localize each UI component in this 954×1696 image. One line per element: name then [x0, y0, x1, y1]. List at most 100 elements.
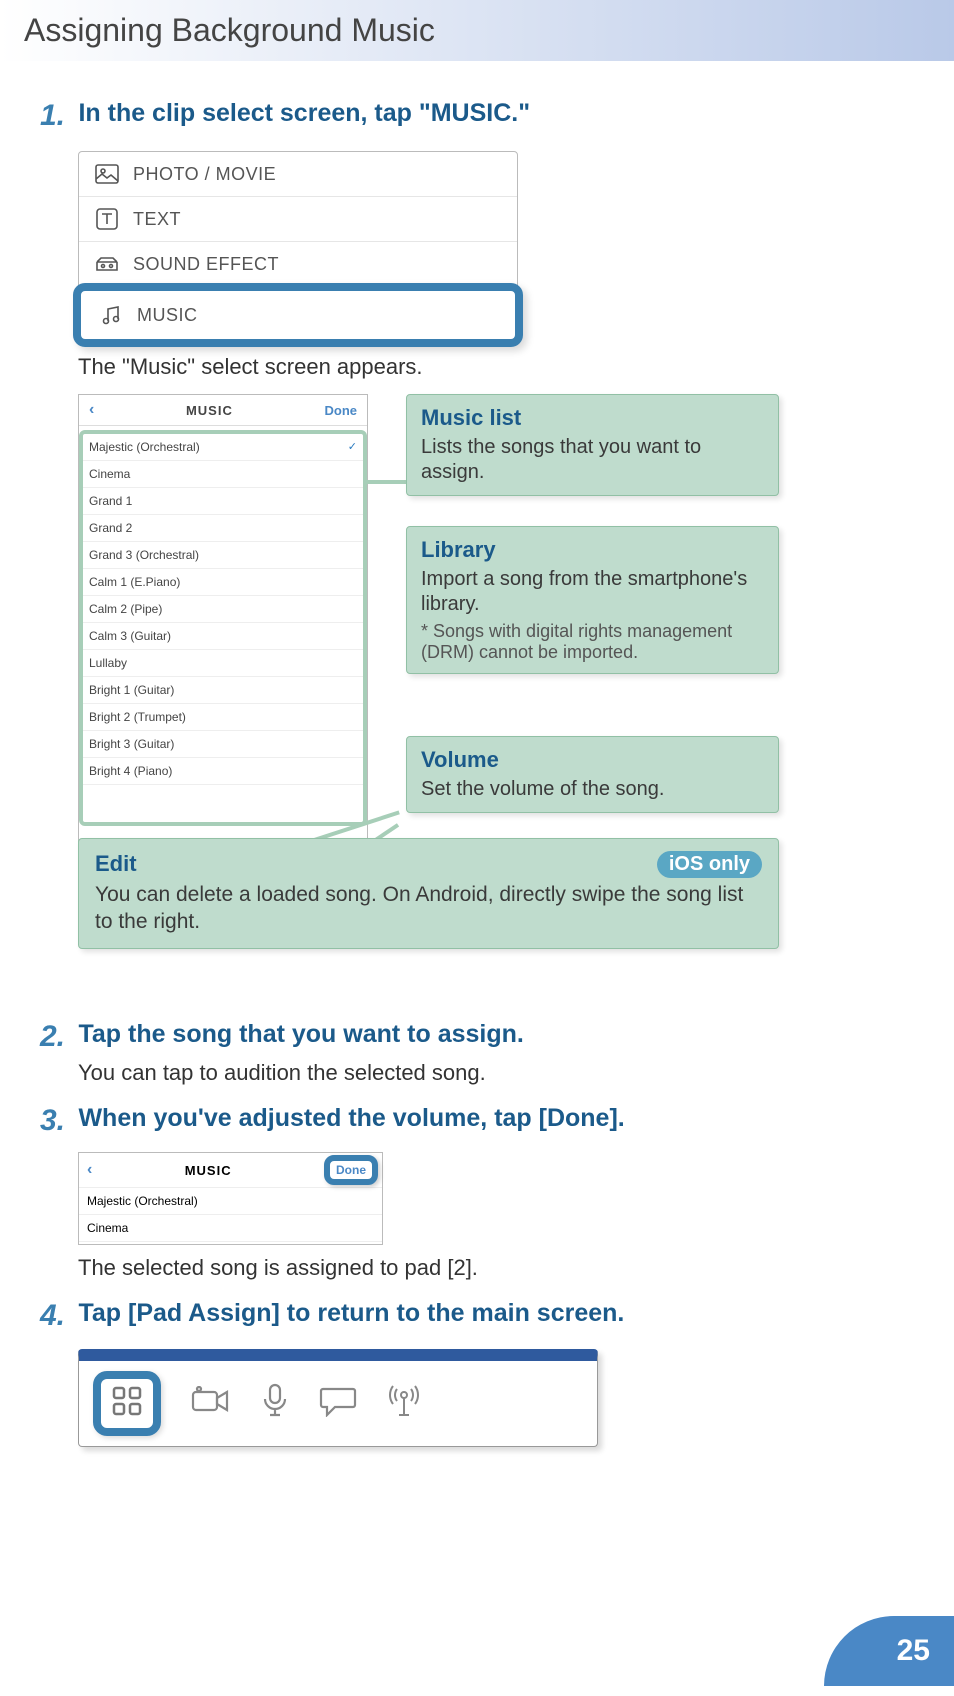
broadcast-icon	[387, 1383, 421, 1419]
done-button-highlight[interactable]: Done	[324, 1155, 378, 1185]
done-button[interactable]: Done	[325, 403, 358, 418]
clip-row-label: MUSIC	[137, 305, 198, 326]
clip-row-label: TEXT	[133, 209, 181, 230]
clip-select-panel: PHOTO / MOVIE TEXT SOUND EFFECT	[78, 151, 518, 340]
clip-row-text[interactable]: TEXT	[79, 197, 517, 242]
step-2-title: Tap the song that you want to assign.	[78, 1020, 523, 1048]
song-label: Majestic (Orchestral)	[87, 1194, 198, 1208]
mic-icon	[261, 1383, 289, 1419]
step-4-num: 4.	[40, 1299, 74, 1333]
list-item[interactable]: Calm 3 (Guitar)	[83, 623, 363, 650]
list-item[interactable]: Grand 2	[83, 515, 363, 542]
list-item[interactable]: Majestic (Orchestral)	[79, 1188, 382, 1215]
step-2: 2. Tap the song that you want to assign.…	[40, 1020, 914, 1086]
list-item[interactable]: Grand 3 (Orchestral)	[83, 542, 363, 569]
list-item[interactable]: Majestic (Orchestral) ✓	[83, 434, 363, 461]
clip-row-music[interactable]: MUSIC	[83, 293, 513, 337]
step-4-title: Tap [Pad Assign] to return to the main s…	[78, 1299, 624, 1327]
mic-button[interactable]	[261, 1383, 289, 1424]
song-label: Lullaby	[89, 656, 127, 670]
callout-volume: Volume Set the volume of the song.	[406, 736, 779, 813]
song-label: Grand 3 (Orchestral)	[89, 548, 199, 562]
toolbar-wrap	[78, 1349, 598, 1447]
callout-desc: You can delete a loaded song. On Android…	[95, 881, 762, 936]
step-1: 1. In the clip select screen, tap "MUSIC…	[40, 99, 914, 1014]
clip-row-label: SOUND EFFECT	[133, 254, 279, 275]
song-label: Grand 2	[89, 521, 132, 535]
broadcast-button[interactable]	[387, 1383, 421, 1424]
done-shot-title: MUSIC	[185, 1163, 232, 1178]
camera-icon	[191, 1386, 231, 1416]
music-shot-header: ‹ MUSIC Done	[79, 395, 367, 426]
check-icon: ✓	[348, 440, 357, 453]
music-shot-title: MUSIC	[186, 403, 233, 418]
song-label: Bright 2 (Trumpet)	[89, 710, 186, 724]
grid-icon	[111, 1385, 143, 1417]
callout-library: Library Import a song from the smartphon…	[406, 526, 779, 674]
leader-line	[364, 480, 408, 484]
chat-button[interactable]	[319, 1385, 357, 1422]
music-highlight: MUSIC	[73, 283, 523, 347]
sfx-icon	[93, 250, 121, 278]
list-item[interactable]: Bright 1 (Guitar)	[83, 677, 363, 704]
callout-desc: Set the volume of the song.	[421, 777, 764, 802]
header-bar: Assigning Background Music	[0, 0, 954, 61]
page-number: 25	[897, 1634, 930, 1668]
callout-desc: Lists the songs that you want to assign.	[421, 435, 764, 485]
step-1-title: In the clip select screen, tap "MUSIC."	[78, 99, 530, 127]
song-label: Cinema	[89, 467, 130, 481]
photo-icon	[93, 160, 121, 188]
music-area: ‹ MUSIC Done Majestic (Orchestral) ✓ Cine…	[78, 394, 914, 1014]
content: 1. In the clip select screen, tap "MUSIC…	[0, 61, 954, 1447]
list-item[interactable]: Grand 1	[83, 488, 363, 515]
callout-title: Volume	[421, 747, 764, 773]
clip-row-label: PHOTO / MOVIE	[133, 164, 276, 185]
song-label: Majestic (Orchestral)	[89, 440, 200, 454]
back-button[interactable]: ‹	[89, 401, 94, 419]
toolbar	[78, 1349, 598, 1447]
step-4: 4. Tap [Pad Assign] to return to the mai…	[40, 1299, 914, 1447]
song-label: Calm 2 (Pipe)	[89, 602, 162, 616]
list-item[interactable]: Bright 2 (Trumpet)	[83, 704, 363, 731]
callout-title: Music list	[421, 405, 764, 431]
callout-edit: iOS only Edit You can delete a loaded so…	[78, 838, 779, 949]
list-item[interactable]: Lullaby	[83, 650, 363, 677]
music-screenshot: ‹ MUSIC Done Majestic (Orchestral) ✓ Cine…	[78, 394, 368, 886]
done-shot-header: ‹ MUSIC Done	[79, 1153, 382, 1188]
back-button[interactable]: ‹	[87, 1161, 92, 1179]
callout-music-list: Music list Lists the songs that you want…	[406, 394, 779, 496]
song-label: Calm 1 (E.Piano)	[89, 575, 180, 589]
pad-assign-button[interactable]	[93, 1371, 161, 1436]
song-label: Calm 3 (Guitar)	[89, 629, 171, 643]
callout-note: * Songs with digital rights management (…	[421, 621, 764, 663]
song-label: Bright 1 (Guitar)	[89, 683, 174, 697]
callout-desc: Import a song from the smartphone's libr…	[421, 567, 764, 617]
done-screenshot: ‹ MUSIC Done Majestic (Orchestral) Cinem…	[78, 1152, 383, 1245]
list-item[interactable]: Cinema	[79, 1215, 382, 1242]
list-item[interactable]: Calm 2 (Pipe)	[83, 596, 363, 623]
list-item[interactable]: Cinema	[83, 461, 363, 488]
clip-row-photo[interactable]: PHOTO / MOVIE	[79, 152, 517, 197]
song-label: Bright 4 (Piano)	[89, 764, 172, 778]
list-item[interactable]: Bright 3 (Guitar)	[83, 731, 363, 758]
step-3: 3. When you've adjusted the volume, tap …	[40, 1104, 914, 1281]
music-list: Majestic (Orchestral) ✓ Cinema Grand 1 Gr…	[79, 430, 367, 826]
callout-title: Library	[421, 537, 764, 563]
step-1-after: The "Music" select screen appears.	[78, 354, 914, 380]
list-item[interactable]: Calm 1 (E.Piano)	[83, 569, 363, 596]
chat-icon	[319, 1385, 357, 1417]
song-label: Bright 3 (Guitar)	[89, 737, 174, 751]
music-icon	[97, 301, 125, 329]
step-3-title: When you've adjusted the volume, tap [Do…	[78, 1104, 624, 1132]
step-3-num: 3.	[40, 1104, 74, 1138]
song-label: Grand 1	[89, 494, 132, 508]
list-item[interactable]: Bright 4 (Piano)	[83, 758, 363, 785]
song-label: Cinema	[87, 1221, 128, 1235]
page-title: Assigning Background Music	[24, 12, 435, 48]
step-2-num: 2.	[40, 1020, 74, 1054]
ios-only-badge: iOS only	[657, 851, 762, 878]
page-number-badge: 25	[824, 1616, 954, 1686]
camera-button[interactable]	[191, 1386, 231, 1421]
clip-row-sfx[interactable]: SOUND EFFECT	[79, 242, 517, 287]
step-3-after: The selected song is assigned to pad [2]…	[78, 1255, 914, 1281]
